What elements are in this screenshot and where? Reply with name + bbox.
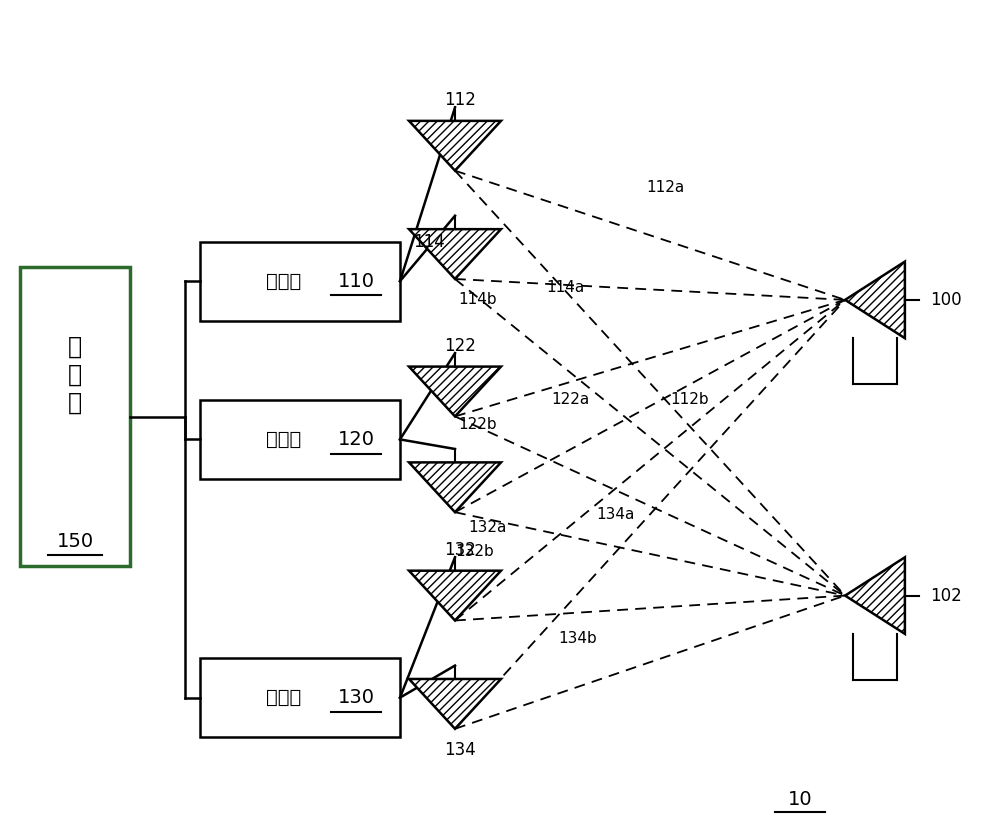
Text: 100: 100: [930, 291, 962, 309]
FancyBboxPatch shape: [20, 267, 130, 566]
Text: 150: 150: [56, 532, 94, 551]
Text: 134b: 134b: [559, 631, 597, 646]
Text: 110: 110: [338, 272, 375, 291]
Text: 122b: 122b: [459, 417, 497, 432]
Text: 120: 120: [338, 430, 375, 449]
Text: 114: 114: [413, 232, 445, 251]
Text: 132b: 132b: [456, 544, 494, 559]
Polygon shape: [845, 262, 905, 338]
Text: 114a: 114a: [546, 280, 584, 295]
Text: 10: 10: [788, 791, 812, 809]
Polygon shape: [409, 462, 501, 512]
Text: 112: 112: [444, 91, 476, 109]
Text: 134: 134: [444, 741, 476, 759]
Text: 122: 122: [444, 337, 476, 355]
Polygon shape: [409, 679, 501, 729]
Polygon shape: [845, 557, 905, 634]
Text: 基地台: 基地台: [266, 688, 302, 707]
Text: 134a: 134a: [596, 507, 634, 522]
Text: 基地台: 基地台: [266, 430, 302, 449]
Text: 114b: 114b: [459, 292, 497, 307]
Text: 122a: 122a: [551, 392, 589, 407]
Text: 102: 102: [930, 586, 962, 605]
Text: 112b: 112b: [671, 392, 709, 407]
Text: 132a: 132a: [469, 520, 507, 535]
FancyBboxPatch shape: [200, 658, 400, 737]
FancyBboxPatch shape: [200, 400, 400, 479]
Polygon shape: [409, 367, 501, 416]
Text: 132: 132: [444, 541, 476, 559]
Text: 伺
服
器: 伺 服 器: [68, 335, 82, 415]
FancyBboxPatch shape: [200, 242, 400, 321]
Text: 112a: 112a: [646, 180, 684, 195]
Text: 130: 130: [338, 688, 375, 707]
Polygon shape: [409, 571, 501, 621]
Polygon shape: [409, 121, 501, 171]
Polygon shape: [409, 229, 501, 279]
Text: 基地台: 基地台: [266, 272, 302, 291]
